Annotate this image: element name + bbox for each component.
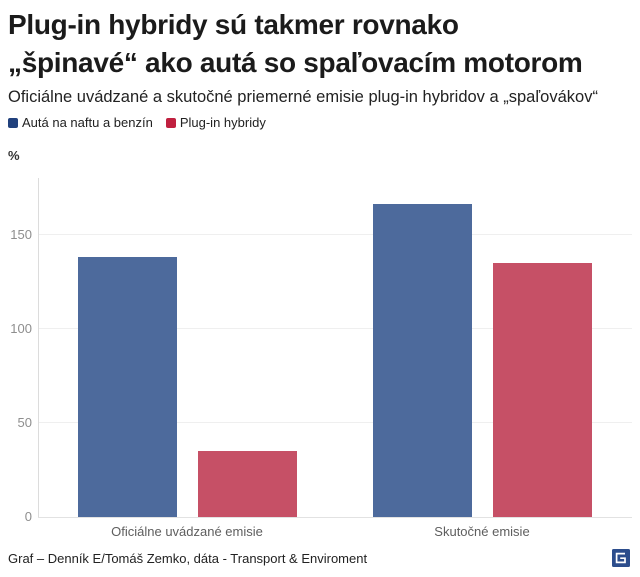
legend-label: Autá na naftu a benzín [22,115,153,130]
y-tick-label: 100 [10,320,32,336]
bar-combustion-0 [77,257,177,517]
legend-item-combustion: Autá na naftu a benzín [8,115,153,130]
footer: Graf – Denník E/Tomáš Zemko, dáta - Tran… [8,548,632,568]
legend-marker-icon [165,117,176,128]
x-axis-line [38,516,632,518]
dennik-e-logo [612,549,630,567]
legend-label: Plug-in hybridy [179,115,266,130]
y-axis-unit-label: % [8,148,20,163]
bar-chart: 0 50 100 150 Oficiálne uvádzané emisie Skutoč… [0,170,640,550]
y-tick-label: 0 [24,509,32,524]
chart-title: Plug-in hybridy sú takmer rovnako „špina… [8,6,640,82]
bar-combustion-1 [372,204,472,517]
gridline [38,328,632,330]
legend: Autá na naftu a benzín Plug-in hybridy [8,115,279,130]
gridline [38,234,632,235]
legend-marker-icon [8,117,18,128]
gridline [38,422,632,424]
bar-phev-0 [197,451,297,517]
bar-phev-1 [492,262,592,517]
y-tick-label: 150 [10,226,32,242]
legend-item-phev: Plug-in hybridy [165,115,266,130]
chart-title-line-1: Plug-in hybridy sú takmer rovnako [8,9,459,40]
y-tick-label: 50 [17,414,32,430]
x-category-label: Skutočné emisie [434,524,530,539]
chart-title-line-2: „špinavé“ ako autá so spaľovacím motorom [8,47,583,78]
y-axis-line [38,178,39,517]
source-credit: Graf – Denník E/Tomáš Zemko, dáta - Tran… [8,551,368,566]
x-category-label: Oficiálne uvádzané emisie [111,524,263,539]
chart-subtitle: Oficiálne uvádzané a skutočné priemerné … [8,88,598,106]
